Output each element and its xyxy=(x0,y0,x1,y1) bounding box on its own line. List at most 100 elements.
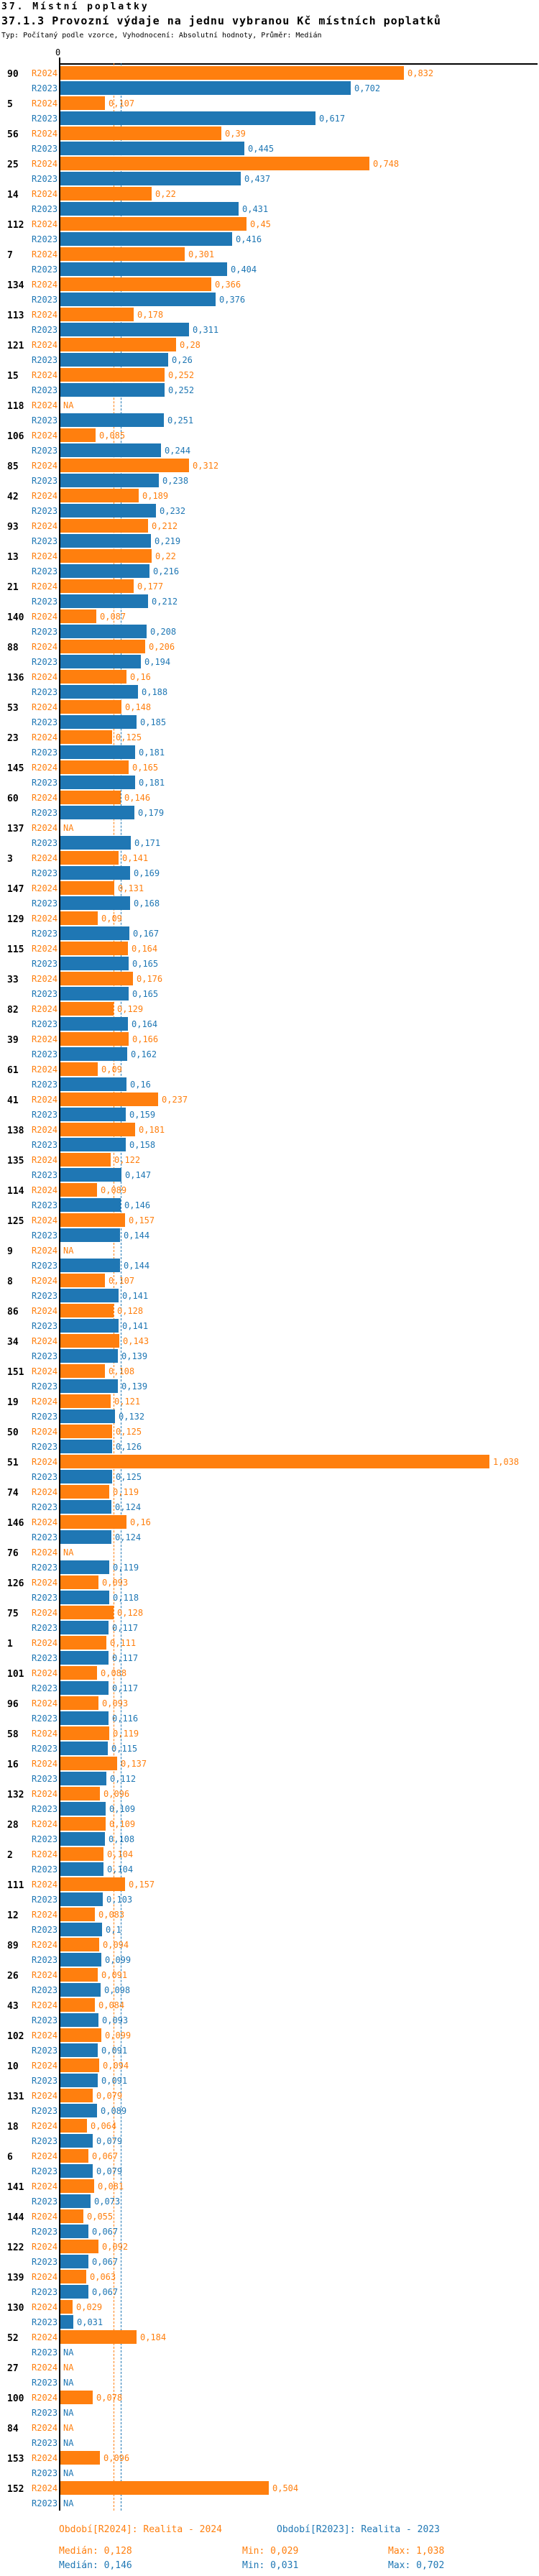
bar-r2023 xyxy=(60,323,189,336)
series-label-r2024: R2024 xyxy=(32,672,58,682)
series-label-r2023: R2023 xyxy=(32,989,58,999)
bar-r2024 xyxy=(60,1455,489,1468)
bar-r2024 xyxy=(60,459,189,472)
value-label-r2024: 0,087 xyxy=(100,612,126,622)
bar-r2024 xyxy=(60,1576,98,1589)
series-label-r2024: R2024 xyxy=(32,793,58,803)
value-label-r2024: 0,177 xyxy=(137,581,164,592)
value-label-r2023: 0,116 xyxy=(112,1714,139,1724)
bar-row-r2024: R2024 NA xyxy=(0,1243,539,1257)
legend-period-r2023: Období[R2023]: Realita - 2023 xyxy=(277,2524,440,2535)
legend-median-r2024: Medián: 0,128 xyxy=(59,2546,132,2557)
bar-r2024 xyxy=(60,2451,100,2465)
bar-group-100: 100 R2024 0,078 R2023 NA xyxy=(0,2391,539,2421)
value-label-r2024: 0,09 xyxy=(101,1064,122,1075)
series-label-r2023: R2023 xyxy=(32,144,58,154)
bar-group-85: 85 R2024 0,312 R2023 0,238 xyxy=(0,459,539,489)
bar-row-r2023: R2023 0,244 xyxy=(0,443,539,457)
series-label-r2023: R2023 xyxy=(32,1170,58,1180)
bar-row-r2023: R2023 0,099 xyxy=(0,1953,539,1966)
series-label-r2024: R2024 xyxy=(32,98,58,109)
bar-r2023 xyxy=(60,1168,121,1182)
bar-r2024 xyxy=(60,851,119,865)
bar-group-132: 132 R2024 0,096 R2023 0,109 xyxy=(0,1787,539,1817)
value-label-r2023: 0,437 xyxy=(244,174,271,184)
bar-r2023 xyxy=(60,2134,93,2148)
bar-group-33: 33 R2024 0,176 R2023 0,165 xyxy=(0,972,539,1002)
bar-row-r2024: R2024 0,09 xyxy=(0,1062,539,1076)
bar-group-106: 106 R2024 0,085 R2023 0,244 xyxy=(0,428,539,459)
value-label-r2024: 0,107 xyxy=(109,1276,135,1286)
bar-r2023 xyxy=(60,81,351,95)
bar-row-r2024: R2024 0,16 xyxy=(0,670,539,684)
series-label-r2024: R2024 xyxy=(32,2393,58,2403)
series-label-r2024: R2024 xyxy=(32,2181,58,2191)
bar-group-88: 88 R2024 0,206 R2023 0,194 xyxy=(0,640,539,670)
group-id-label: 5 xyxy=(7,99,13,110)
bar-row-r2023: R2023 NA xyxy=(0,2466,539,2480)
bar-row-r2024: R2024 0,081 xyxy=(0,2179,539,2193)
bar-r2024 xyxy=(60,1908,95,1921)
group-id-label: 100 xyxy=(7,2393,24,2404)
value-label-r2024: 0,129 xyxy=(117,1004,144,1014)
value-label-r2024: 0,064 xyxy=(91,2121,117,2131)
bar-row-r2024: R2024 0,312 xyxy=(0,459,539,472)
series-label-r2023: R2023 xyxy=(32,2317,58,2327)
bar-r2023 xyxy=(60,715,137,729)
bar-group-138: 138 R2024 0,181 R2023 0,158 xyxy=(0,1123,539,1153)
bar-row-r2024: R2024 0,092 xyxy=(0,2240,539,2253)
series-label-r2024: R2024 xyxy=(32,763,58,773)
series-label-r2023: R2023 xyxy=(32,2408,58,2418)
bar-row-r2023: R2023 0,188 xyxy=(0,685,539,699)
series-label-r2024: R2024 xyxy=(32,732,58,742)
bar-row-r2024: R2024 0,09 xyxy=(0,911,539,925)
value-label-r2023: 0,165 xyxy=(132,989,159,999)
value-label-r2024: 0,094 xyxy=(103,2061,129,2071)
value-label-r2023: 0,104 xyxy=(107,1864,134,1874)
bar-row-r2023: R2023 0,181 xyxy=(0,745,539,759)
series-label-r2023: R2023 xyxy=(32,2015,58,2025)
bar-r2024 xyxy=(60,640,145,653)
group-id-label: 96 xyxy=(7,1699,19,1710)
bar-row-r2024: R2024 0,029 xyxy=(0,2300,539,2314)
bar-row-r2023: R2023 0,431 xyxy=(0,202,539,216)
bar-row-r2023: R2023 0,098 xyxy=(0,1983,539,1997)
group-id-label: 61 xyxy=(7,1065,19,1076)
bar-row-r2024: R2024 0,111 xyxy=(0,1636,539,1650)
group-id-label: 74 xyxy=(7,1488,19,1499)
bar-row-r2024: R2024 0,119 xyxy=(0,1485,539,1499)
series-label-r2023: R2023 xyxy=(32,1442,58,1452)
series-label-r2024: R2024 xyxy=(32,1880,58,1890)
value-label-r2024: 0,141 xyxy=(122,853,149,863)
bar-group-74: 74 R2024 0,119 R2023 0,124 xyxy=(0,1485,539,1515)
bar-group-115: 115 R2024 0,164 R2023 0,165 xyxy=(0,942,539,972)
bar-group-1: 1 R2024 0,111 R2023 0,117 xyxy=(0,1636,539,1666)
legend-max-r2023: Max: 0,702 xyxy=(388,2560,445,2571)
bar-r2024 xyxy=(60,2240,98,2253)
bar-r2023 xyxy=(60,1108,126,1121)
bar-row-r2024: R2024 0,143 xyxy=(0,1334,539,1348)
value-label-r2023: 0,181 xyxy=(139,778,165,788)
series-label-r2023: R2023 xyxy=(32,2468,58,2478)
series-label-r2024: R2024 xyxy=(32,1849,58,1859)
series-label-r2024: R2024 xyxy=(32,1940,58,1950)
value-label-r2024: 0,164 xyxy=(132,944,158,954)
bar-r2024 xyxy=(60,1062,98,1076)
bar-row-r2024: R2024 0,067 xyxy=(0,2149,539,2163)
bar-row-r2024: R2024 0,157 xyxy=(0,1213,539,1227)
group-id-label: 140 xyxy=(7,612,24,623)
bar-group-61: 61 R2024 0,09 R2023 0,16 xyxy=(0,1062,539,1092)
bar-group-6: 6 R2024 0,067 R2023 0,079 xyxy=(0,2149,539,2179)
bar-r2024 xyxy=(60,2028,101,2042)
bar-r2023 xyxy=(60,111,315,125)
bar-group-58: 58 R2024 0,119 R2023 0,115 xyxy=(0,1726,539,1757)
value-label-r2023: 0,167 xyxy=(133,929,160,939)
series-label-r2024: R2024 xyxy=(32,2212,58,2222)
value-label-r2023: 0,171 xyxy=(134,838,161,848)
series-label-r2024: R2024 xyxy=(32,1034,58,1044)
bar-r2024 xyxy=(60,187,152,201)
bar-row-r2023: R2023 0,169 xyxy=(0,866,539,880)
bar-group-93: 93 R2024 0,212 R2023 0,219 xyxy=(0,519,539,549)
group-id-label: 122 xyxy=(7,2242,24,2253)
bar-group-126: 126 R2024 0,093 R2023 0,118 xyxy=(0,1576,539,1606)
